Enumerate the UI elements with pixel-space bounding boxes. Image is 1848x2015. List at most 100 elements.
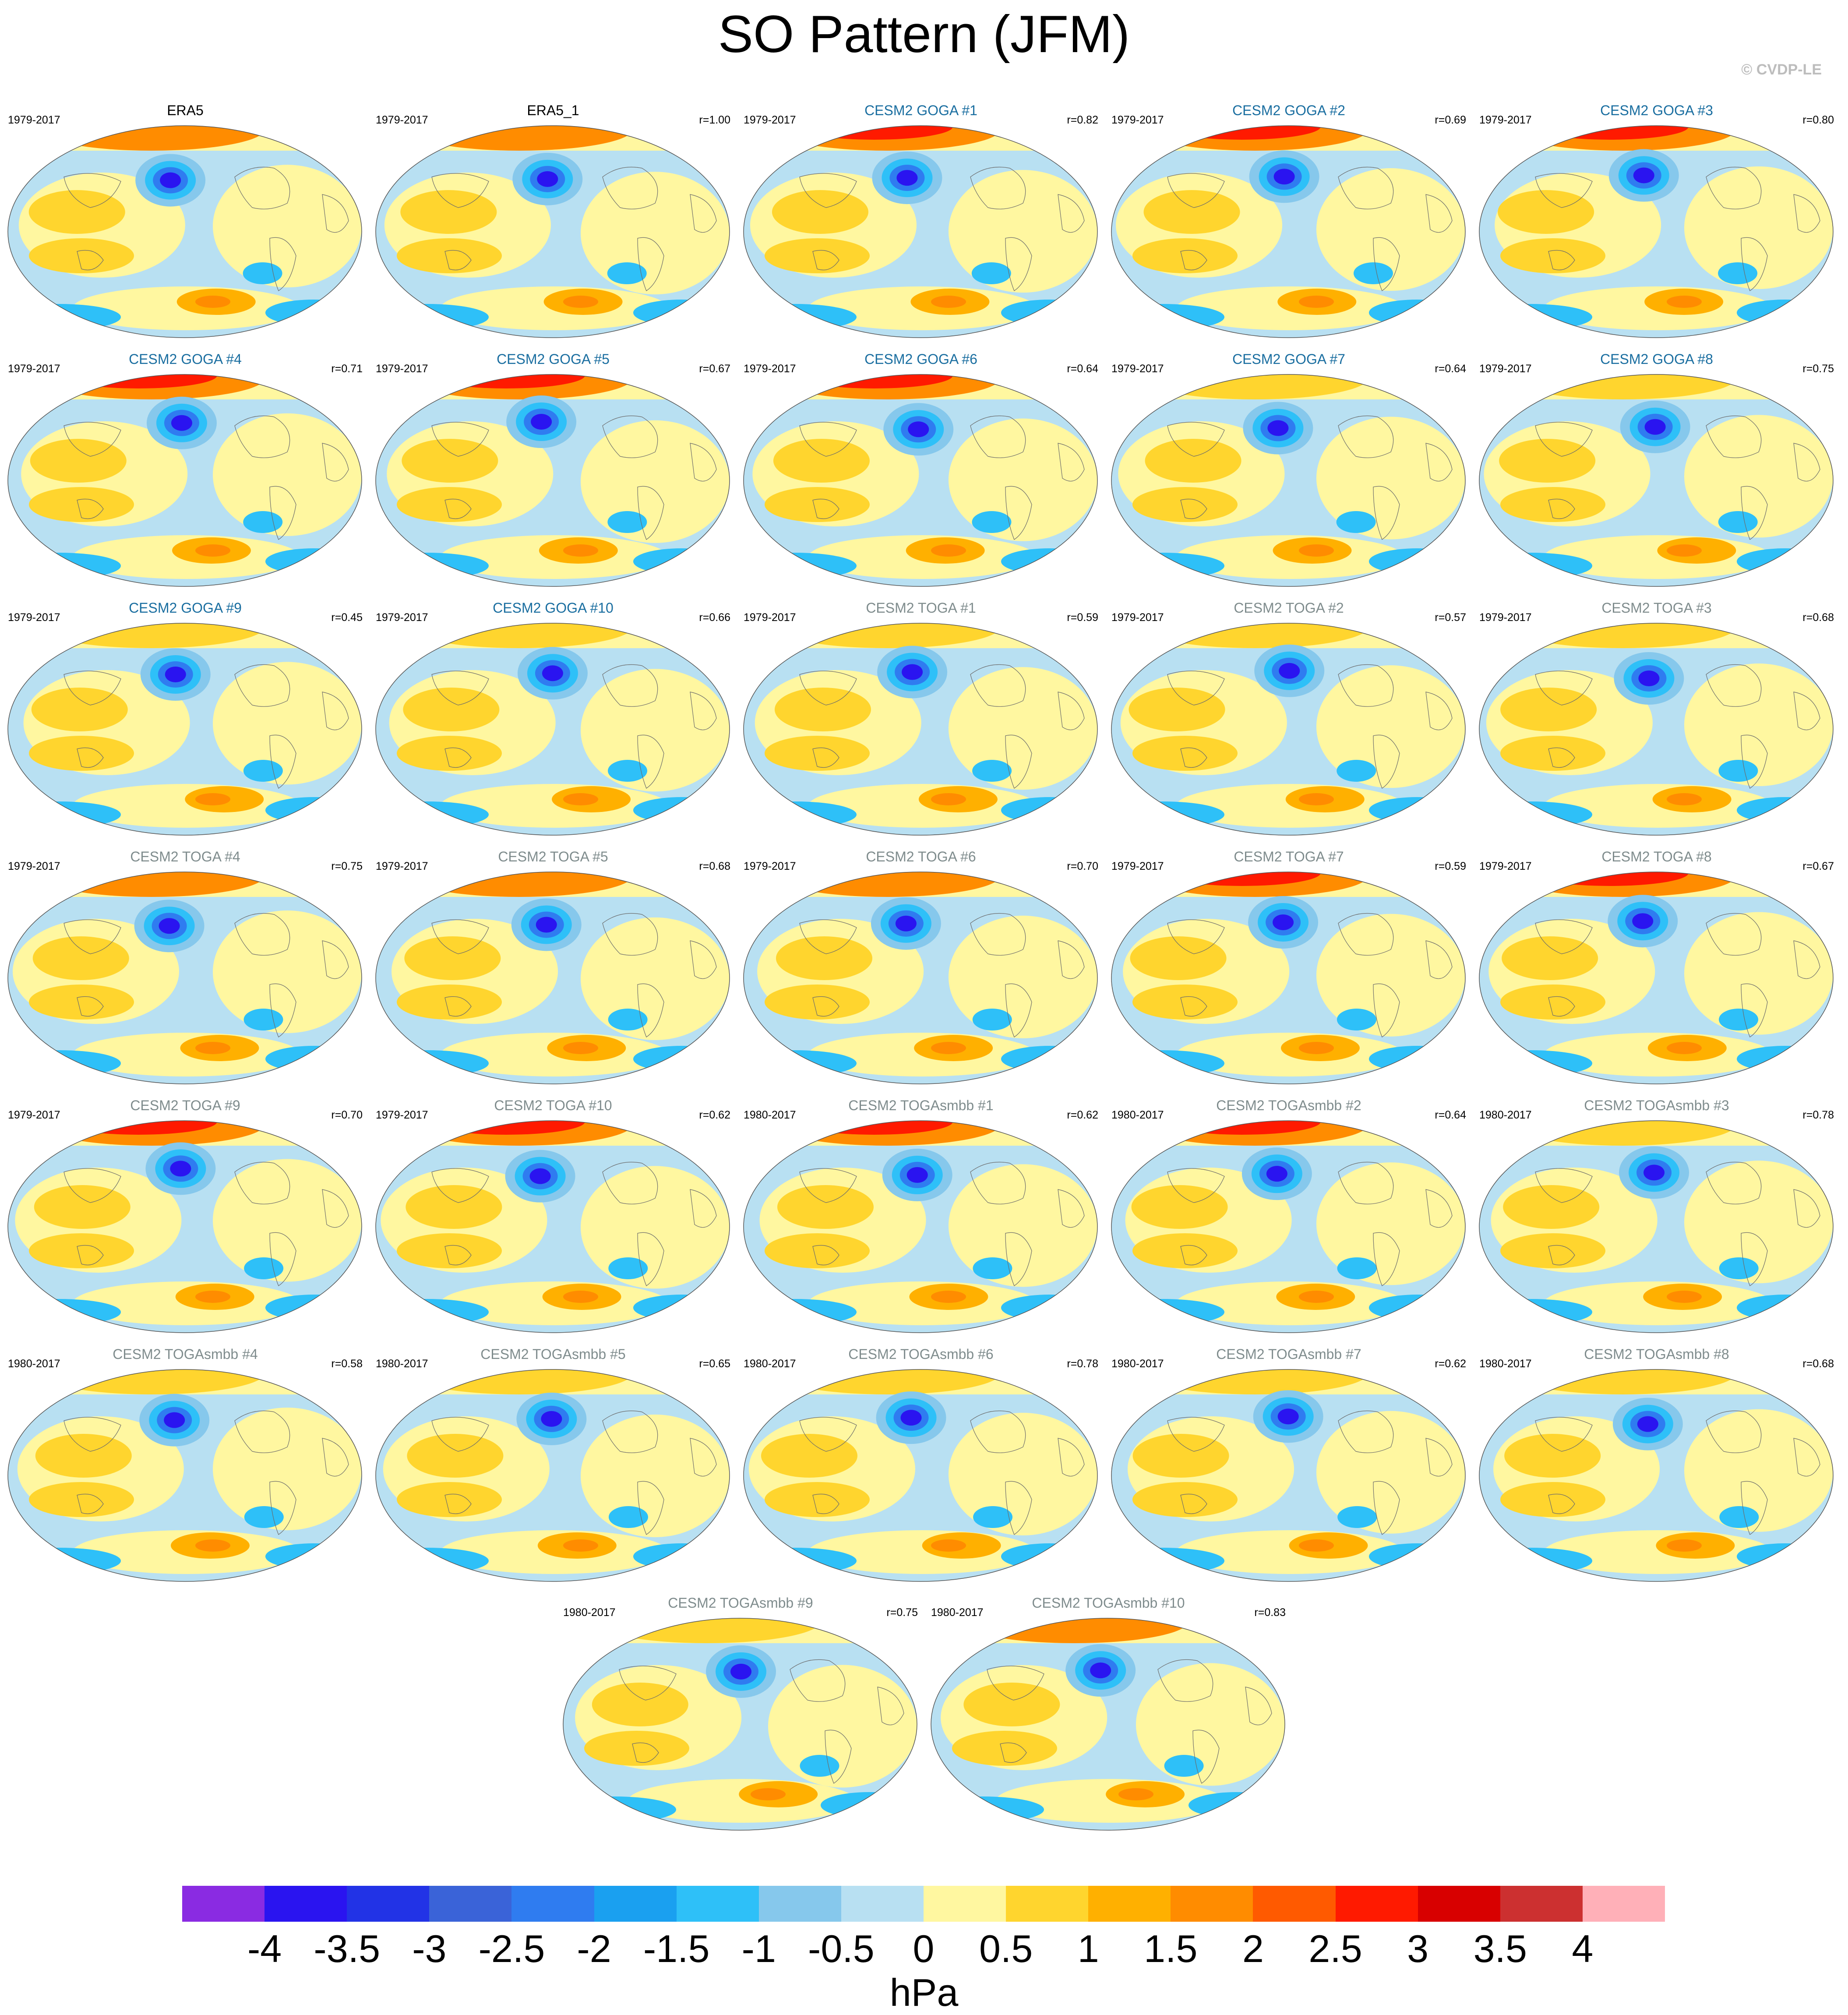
panel-correlation: r=0.62: [699, 1109, 730, 1121]
world-map: [7, 1369, 362, 1582]
map-panel: CESM2 TOGAsmbb #1 1980-2017 r=0.62: [739, 1097, 1103, 1340]
panel-years: 1979-2017: [1479, 363, 1532, 375]
colorbar-tick-label: 0.5: [979, 1927, 1033, 1970]
colorbar-tick-label: 3.5: [1473, 1927, 1527, 1970]
map-panel: CESM2 TOGA #2 1979-2017 r=0.57: [1107, 599, 1471, 842]
map-panel: CESM2 TOGAsmbb #4 1980-2017 r=0.58: [4, 1345, 367, 1588]
panel-correlation: r=0.45: [331, 611, 363, 624]
world-map: [7, 125, 362, 338]
panel-title: CESM2 GOGA #7: [1232, 351, 1345, 367]
map-border: [1111, 374, 1466, 587]
map-border: [1111, 623, 1466, 836]
panel-correlation: r=0.59: [1067, 611, 1098, 624]
world-map: [375, 872, 730, 1084]
panel-years: 1979-2017: [376, 611, 428, 624]
panel-title: CESM2 TOGAsmbb #6: [848, 1346, 994, 1362]
panel-title: ERA5: [167, 102, 204, 118]
colorbar-cell: [511, 1886, 595, 1922]
map-border: [1111, 125, 1466, 338]
world-map: [743, 1369, 1098, 1582]
colorbar-cell: [1500, 1886, 1583, 1922]
map-border: [743, 374, 1098, 587]
map-panel: CESM2 GOGA #9 1979-2017 r=0.45: [4, 599, 367, 842]
colorbar-cell: [429, 1886, 512, 1922]
panel-years: 1979-2017: [8, 114, 60, 126]
panel-title: CESM2 TOGA #2: [1234, 600, 1344, 616]
colorbar-cell: [841, 1886, 924, 1922]
colorbar-tick-label: -4: [247, 1927, 282, 1970]
map-border: [375, 623, 730, 836]
panel-correlation: r=0.58: [331, 1358, 363, 1370]
panel-years: 1980-2017: [1479, 1109, 1532, 1121]
panel-correlation: r=0.71: [331, 363, 363, 375]
map-border: [7, 1120, 362, 1333]
panel-title: CESM2 GOGA #9: [129, 600, 242, 616]
world-map: [743, 623, 1098, 836]
panel-title: CESM2 TOGAsmbb #7: [1216, 1346, 1361, 1362]
world-map: [375, 125, 730, 338]
panel-correlation: r=0.68: [1802, 1358, 1834, 1370]
world-map: [1111, 1120, 1466, 1333]
panel-years: 1980-2017: [1479, 1358, 1532, 1370]
panel-correlation: r=0.68: [1802, 611, 1834, 624]
colorbar-cell: [347, 1886, 430, 1922]
panel-years: 1980-2017: [931, 1606, 984, 1619]
panel-title: CESM2 GOGA #5: [497, 351, 610, 367]
map-panel: CESM2 TOGA #3 1979-2017 r=0.68: [1475, 599, 1838, 842]
map-panel: CESM2 GOGA #7 1979-2017 r=0.64: [1107, 350, 1471, 593]
colorbar-tick-label: -0.5: [808, 1927, 875, 1970]
colorbar-cell: [758, 1886, 842, 1922]
world-map: [375, 374, 730, 587]
world-map: [1479, 125, 1834, 338]
panel-correlation: r=0.57: [1435, 611, 1466, 624]
panel-correlation: r=0.62: [1435, 1358, 1466, 1370]
map-border: [7, 1369, 362, 1582]
map-border: [743, 125, 1098, 338]
map-panel: CESM2 TOGAsmbb #3 1980-2017 r=0.78: [1475, 1097, 1838, 1340]
colorbar-cell: [1582, 1886, 1665, 1922]
map-panel: CESM2 GOGA #6 1979-2017 r=0.64: [739, 350, 1103, 593]
panel-years: 1979-2017: [1479, 114, 1532, 126]
panel-title: CESM2 TOGA #3: [1601, 600, 1712, 616]
colorbar-tick-label: 1: [1077, 1927, 1099, 1970]
map-border: [743, 1369, 1098, 1582]
panel-title: CESM2 TOGA #5: [498, 849, 608, 865]
map-panel: CESM2 GOGA #10 1979-2017 r=0.66: [371, 599, 735, 842]
panel-correlation: r=0.78: [1802, 1109, 1834, 1121]
map-border: [7, 374, 362, 587]
world-map: [7, 374, 362, 587]
panel-correlation: r=0.64: [1435, 363, 1466, 375]
colorbar-unit: hPa: [889, 1971, 959, 2014]
colorbar-tick-label: 0: [913, 1927, 935, 1970]
map-border: [1479, 872, 1834, 1084]
map-panel: CESM2 TOGAsmbb #9 1980-2017 r=0.75: [559, 1594, 922, 1837]
panel-title: CESM2 TOGAsmbb #5: [480, 1346, 626, 1362]
colorbar-tick-label: -2.5: [478, 1927, 545, 1970]
world-map: [563, 1618, 917, 1831]
panel-correlation: r=0.67: [1802, 860, 1834, 872]
map-border: [375, 1369, 730, 1582]
panel-title: CESM2 GOGA #1: [864, 102, 977, 118]
panel-years: 1980-2017: [563, 1606, 616, 1619]
panel-correlation: r=0.80: [1802, 114, 1834, 126]
panel-years: 1979-2017: [744, 611, 796, 624]
panel-title: CESM2 TOGAsmbb #4: [113, 1346, 258, 1362]
world-map: [1111, 872, 1466, 1084]
panel-years: 1979-2017: [8, 611, 60, 624]
world-map: [375, 1369, 730, 1582]
colorbar-tick-label: -2: [577, 1927, 611, 1970]
world-map: [1479, 1120, 1834, 1333]
colorbar-cell: [594, 1886, 677, 1922]
map-border: [375, 872, 730, 1084]
world-map: [375, 623, 730, 836]
map-panel: CESM2 TOGA #10 1979-2017 r=0.62: [371, 1097, 735, 1340]
world-map: [1479, 374, 1834, 587]
panel-years: 1979-2017: [744, 860, 796, 872]
panel-title: CESM2 TOGA #10: [494, 1097, 612, 1113]
world-map: [1111, 1369, 1466, 1582]
panel-title: CESM2 TOGA #1: [866, 600, 976, 616]
panel-years: 1979-2017: [1111, 860, 1164, 872]
panel-correlation: r=1.00: [699, 114, 730, 126]
map-border: [7, 623, 362, 836]
map-panel: ERA5_1 1979-2017 r=1.00: [371, 102, 735, 345]
